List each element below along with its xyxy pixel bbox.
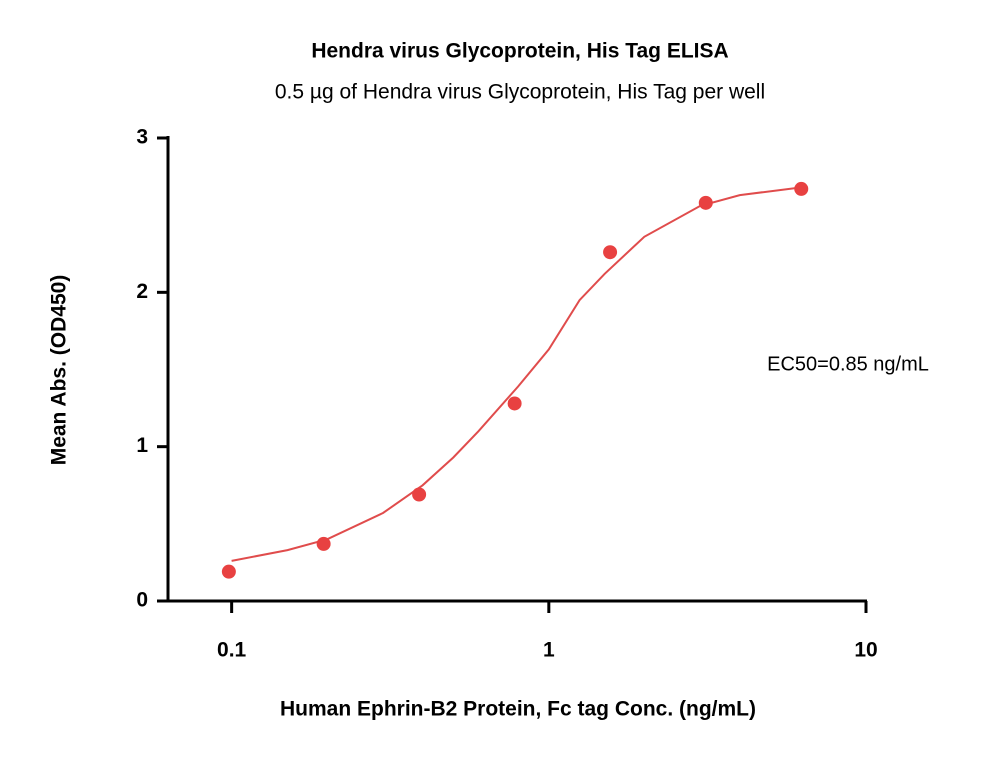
y-tick-label: 0: [136, 589, 148, 612]
data-point: [698, 195, 713, 210]
chart-subtitle: 0.5 µg of Hendra virus Glycoprotein, His…: [275, 81, 765, 104]
x-tick-label: 1: [543, 639, 555, 662]
data-point: [603, 245, 618, 260]
y-axis-label: Mean Abs. (OD450): [48, 275, 71, 466]
data-point: [794, 181, 809, 196]
chart-title: Hendra virus Glycoprotein, His Tag ELISA: [311, 40, 728, 63]
y-tick-label: 3: [136, 126, 148, 149]
x-tick-label: 0.1: [217, 639, 247, 662]
x-tick-label: 10: [854, 639, 877, 662]
y-tick-label: 2: [136, 280, 148, 303]
fit-curve: [231, 186, 802, 562]
data-point: [316, 536, 331, 551]
x-axis-label: Human Ephrin-B2 Protein, Fc tag Conc. (n…: [280, 698, 756, 721]
data-point: [221, 564, 236, 579]
data-point: [507, 396, 522, 411]
y-tick-label: 1: [136, 434, 148, 457]
annotation: EC50=0.85 ng/mL: [767, 353, 929, 375]
data-point: [412, 487, 427, 502]
